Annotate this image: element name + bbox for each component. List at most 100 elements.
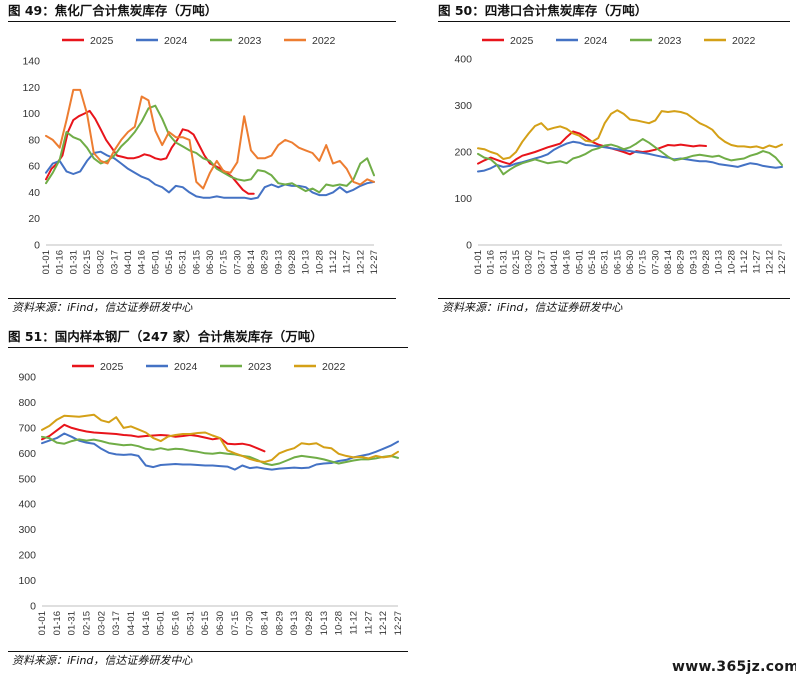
y-tick-label: 140 xyxy=(22,56,40,68)
y-tick-label: 800 xyxy=(18,397,36,409)
x-tick-label: 03-17 xyxy=(109,250,120,274)
y-tick-label: 700 xyxy=(18,422,36,434)
x-tick-label: 05-01 xyxy=(150,250,161,274)
x-tick-label: 03-02 xyxy=(96,611,107,635)
legend-label: 2024 xyxy=(584,35,608,47)
x-tick-label: 01-01 xyxy=(41,250,52,274)
x-tick-label: 05-01 xyxy=(156,611,167,635)
x-tick-label: 09-13 xyxy=(289,611,300,635)
legend-item: 2025 xyxy=(72,361,124,373)
series-line-2022 xyxy=(477,109,783,160)
y-tick-label: 80 xyxy=(28,134,40,146)
legend-label: 2022 xyxy=(322,361,346,373)
x-tick-label: 03-02 xyxy=(96,250,107,274)
x-tick-label: 07-30 xyxy=(650,250,661,274)
x-tick-label: 09-13 xyxy=(273,250,284,274)
y-tick-label: 0 xyxy=(34,240,40,252)
y-tick-label: 400 xyxy=(18,499,36,511)
x-tick-label: 01-31 xyxy=(67,611,78,635)
series-line-2024 xyxy=(41,432,399,471)
series-line-2025 xyxy=(45,109,255,195)
x-tick-label: 05-16 xyxy=(164,250,175,274)
series-line-2023 xyxy=(45,104,375,194)
x-tick-label: 01-16 xyxy=(52,611,63,635)
x-tick-label: 09-28 xyxy=(287,250,298,274)
title-rule xyxy=(8,347,408,348)
source-note: 资料来源：iFind，信达证券研发中心 xyxy=(12,301,193,314)
x-tick-label: 05-31 xyxy=(600,250,611,274)
legend-item: 2024 xyxy=(146,361,198,373)
y-tick-label: 100 xyxy=(18,575,36,587)
x-tick-label: 08-14 xyxy=(246,250,257,274)
x-tick-label: 07-30 xyxy=(232,250,243,274)
x-tick-label: 08-29 xyxy=(260,250,271,274)
x-tick-label: 05-31 xyxy=(178,250,189,274)
watermark-text: www.365jz.com xyxy=(672,659,796,675)
x-tick-label: 02-15 xyxy=(511,250,522,274)
x-tick-label: 10-28 xyxy=(726,250,737,274)
y-tick-label: 300 xyxy=(18,524,36,536)
chart-panel-51: 图 51：国内样本钢厂（247 家）合计焦炭库存（万吨） 2025 2024 202… xyxy=(8,328,408,674)
title-rule xyxy=(438,21,790,22)
x-tick-label: 12-12 xyxy=(378,611,389,635)
x-tick-label: 12-27 xyxy=(393,611,404,635)
y-tick-label: 0 xyxy=(30,601,36,613)
chart-panel-49: 图 49：焦化厂合计焦炭库存（万吨） 2025 2024 2023 2022 0 20 40… xyxy=(8,2,396,320)
y-tick-label: 400 xyxy=(454,54,472,66)
x-tick-label: 04-01 xyxy=(549,250,560,274)
y-tick-label: 100 xyxy=(22,108,40,120)
y-tick-label: 120 xyxy=(22,82,40,94)
legend-item: 2022 xyxy=(294,361,346,373)
y-tick-label: 20 xyxy=(28,213,40,225)
legend-label: 2025 xyxy=(90,35,114,47)
x-tick-label: 09-13 xyxy=(688,250,699,274)
y-tick-label: 300 xyxy=(454,100,472,112)
legend-label: 2024 xyxy=(174,361,198,373)
series-line-2025 xyxy=(41,423,266,453)
x-tick-label: 11-27 xyxy=(363,611,374,635)
x-tick-label: 04-16 xyxy=(141,611,152,635)
y-tick-label: 40 xyxy=(28,187,40,199)
legend-label: 2023 xyxy=(238,35,262,47)
legend-item: 2025 xyxy=(62,35,114,47)
x-tick-label: 06-30 xyxy=(625,250,636,274)
y-tick-label: 900 xyxy=(18,372,36,384)
x-tick-label: 06-15 xyxy=(200,611,211,635)
source-rule xyxy=(8,298,396,299)
legend-item: 2025 xyxy=(482,35,534,47)
chart-title: 图 50：四港口合计焦炭库存（万吨） xyxy=(438,3,648,18)
x-tick-label: 01-16 xyxy=(486,250,497,274)
x-tick-label: 05-16 xyxy=(587,250,598,274)
x-tick-label: 07-15 xyxy=(638,250,649,274)
series-line-2022 xyxy=(41,413,399,463)
x-tick-label: 07-15 xyxy=(230,611,241,635)
y-tick-label: 600 xyxy=(18,448,36,460)
series-line-2023 xyxy=(477,138,783,176)
x-tick-label: 02-15 xyxy=(82,250,93,274)
x-tick-label: 06-15 xyxy=(191,250,202,274)
x-tick-label: 11-12 xyxy=(739,250,750,274)
x-tick-label: 05-16 xyxy=(171,611,182,635)
x-tick-label: 04-01 xyxy=(123,250,134,274)
series-line-2022 xyxy=(45,88,375,190)
y-tick-label: 500 xyxy=(18,473,36,485)
x-tick-label: 03-17 xyxy=(536,250,547,274)
source-note: 资料来源：iFind，信达证券研发中心 xyxy=(12,654,193,667)
chart-title: 图 51：国内样本钢厂（247 家）合计焦炭库存（万吨） xyxy=(8,329,323,344)
legend-label: 2022 xyxy=(312,35,336,47)
legend-item: 2024 xyxy=(556,35,608,47)
legend-item: 2023 xyxy=(210,35,262,47)
legend-label: 2025 xyxy=(100,361,124,373)
x-tick-label: 04-01 xyxy=(126,611,137,635)
y-tick-label: 100 xyxy=(454,193,472,205)
x-tick-label: 02-15 xyxy=(82,611,93,635)
x-tick-label: 08-14 xyxy=(663,250,674,274)
x-tick-label: 05-01 xyxy=(574,250,585,274)
x-tick-label: 08-29 xyxy=(274,611,285,635)
x-tick-label: 03-02 xyxy=(524,250,535,274)
x-tick-label: 11-27 xyxy=(342,250,353,274)
chart-panel-50: 图 50：四港口合计焦炭库存（万吨） 2025 2024 2023 2022 0 100 2… xyxy=(438,2,790,320)
x-tick-label: 10-13 xyxy=(319,611,330,635)
y-tick-label: 200 xyxy=(18,550,36,562)
